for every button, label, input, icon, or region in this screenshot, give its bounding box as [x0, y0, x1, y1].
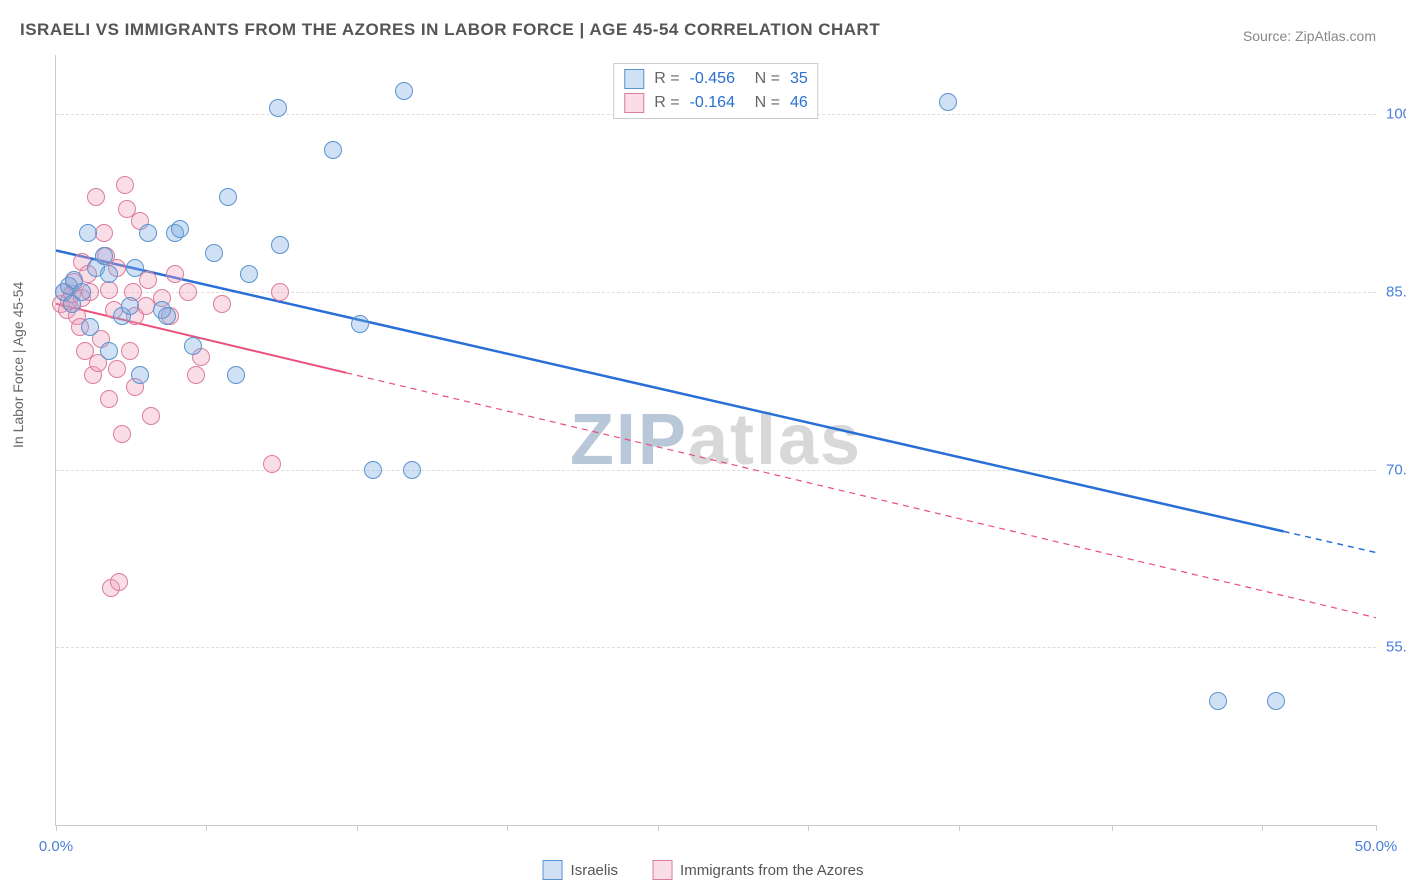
legend-swatch-israelis [543, 860, 563, 880]
data-point [263, 455, 281, 473]
data-point [110, 573, 128, 591]
x-tick [206, 825, 207, 831]
legend-R-value-1: -0.164 [690, 94, 745, 112]
grid-line [56, 647, 1376, 648]
scatter-plot-area: ZIPatlas R = -0.456 N = 35 R = -0.164 N … [55, 55, 1376, 826]
data-point [95, 247, 113, 265]
correlation-legend: R = -0.456 N = 35 R = -0.164 N = 46 [613, 63, 818, 119]
chart-title: ISRAELI VS IMMIGRANTS FROM THE AZORES IN… [20, 20, 880, 40]
data-point [142, 407, 160, 425]
data-point [205, 244, 223, 262]
data-point [184, 337, 202, 355]
data-point [100, 342, 118, 360]
legend-N-value-0: 35 [790, 70, 808, 88]
data-point [219, 188, 237, 206]
watermark-atlas: atlas [688, 400, 862, 480]
data-point [100, 265, 118, 283]
data-point [269, 99, 287, 117]
data-point [87, 188, 105, 206]
data-point [271, 283, 289, 301]
data-point [187, 366, 205, 384]
watermark: ZIPatlas [570, 399, 862, 481]
x-tick [56, 825, 57, 831]
legend-row: R = -0.164 N = 46 [624, 91, 807, 115]
data-point [227, 366, 245, 384]
x-tick-label: 0.0% [39, 838, 73, 855]
y-tick-label: 55.0% [1386, 639, 1406, 656]
y-tick-label: 85.0% [1386, 283, 1406, 300]
data-point [1209, 692, 1227, 710]
data-point [79, 224, 97, 242]
legend-N-label: N = [755, 94, 780, 112]
data-point [939, 93, 957, 111]
y-axis-label: In Labor Force | Age 45-54 [10, 282, 26, 448]
legend-swatch-series-1 [624, 93, 644, 113]
x-tick [959, 825, 960, 831]
legend-R-value-0: -0.456 [690, 70, 745, 88]
grid-line [56, 292, 1376, 293]
source-site: ZipAtlas.com [1295, 28, 1376, 44]
data-point [81, 318, 99, 336]
data-point [240, 265, 258, 283]
data-point [213, 295, 231, 313]
data-point [271, 236, 289, 254]
legend-N-value-1: 46 [790, 94, 808, 112]
data-point [166, 265, 184, 283]
data-point [95, 224, 113, 242]
x-tick [357, 825, 358, 831]
x-tick [808, 825, 809, 831]
data-point [131, 366, 149, 384]
data-point [116, 176, 134, 194]
data-point [351, 315, 369, 333]
data-point [73, 283, 91, 301]
data-point [100, 390, 118, 408]
data-point [100, 281, 118, 299]
legend-R-label: R = [654, 70, 679, 88]
x-tick [507, 825, 508, 831]
data-point [324, 141, 342, 159]
y-tick-label: 70.0% [1386, 461, 1406, 478]
x-tick [1112, 825, 1113, 831]
legend-label-azores: Immigrants from the Azores [680, 862, 863, 879]
y-tick-label: 100.0% [1386, 106, 1406, 123]
data-point [121, 297, 139, 315]
source-attribution: Source: ZipAtlas.com [1243, 28, 1376, 44]
data-point [179, 283, 197, 301]
x-tick-label: 50.0% [1355, 838, 1398, 855]
data-point [126, 259, 144, 277]
data-point [403, 461, 421, 479]
legend-swatch-series-0 [624, 69, 644, 89]
watermark-zip: ZIP [570, 400, 688, 480]
data-point [139, 224, 157, 242]
data-point [395, 82, 413, 100]
source-label: Source: [1243, 28, 1295, 44]
x-tick [658, 825, 659, 831]
series-legend: Israelis Immigrants from the Azores [543, 860, 864, 880]
data-point [171, 220, 189, 238]
legend-row: R = -0.456 N = 35 [624, 67, 807, 91]
legend-N-label: N = [755, 70, 780, 88]
data-point [108, 360, 126, 378]
legend-R-label: R = [654, 94, 679, 112]
data-point [1267, 692, 1285, 710]
x-tick [1262, 825, 1263, 831]
data-point [113, 425, 131, 443]
data-point [364, 461, 382, 479]
legend-label-israelis: Israelis [571, 862, 619, 879]
data-point [158, 307, 176, 325]
legend-swatch-azores [652, 860, 672, 880]
data-point [121, 342, 139, 360]
x-tick [1376, 825, 1377, 831]
